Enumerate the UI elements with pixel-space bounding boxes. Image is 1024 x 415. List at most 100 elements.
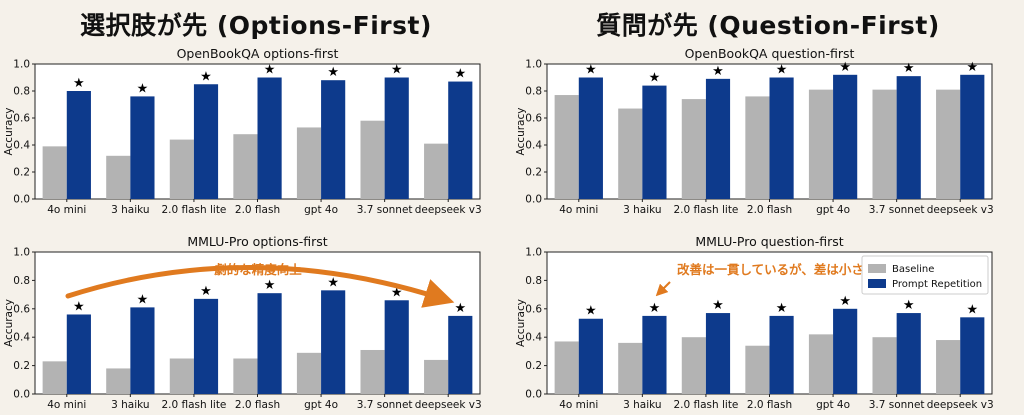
bar-baseline: [360, 120, 385, 199]
bar-baseline: [808, 334, 834, 394]
star-marker: ★: [966, 60, 978, 75]
annotation-text: 劇的な精度向上: [214, 262, 302, 277]
y-tick-label: 0.2: [13, 360, 30, 372]
bar-baseline: [169, 358, 194, 394]
y-tick-label: 0.8: [13, 86, 30, 98]
star-marker: ★: [903, 61, 915, 76]
star-marker: ★: [327, 275, 339, 290]
bar-baseline: [936, 340, 961, 394]
bar-prompt-repetition: [130, 307, 155, 394]
star-marker: ★: [264, 278, 276, 293]
x-tick-label: 2.0 flash lite: [161, 399, 226, 411]
star-marker: ★: [200, 69, 212, 84]
star-marker: ★: [712, 64, 724, 79]
y-tick-label: 0.4: [525, 140, 542, 152]
bar-baseline: [42, 361, 67, 394]
star-marker: ★: [73, 299, 85, 314]
bar-baseline: [618, 342, 643, 394]
bar-prompt-repetition: [321, 290, 346, 394]
star-marker: ★: [391, 285, 403, 300]
y-tick-label: 0.4: [13, 332, 30, 344]
legend-label: Baseline: [892, 264, 934, 275]
x-tick-label: 3 haiku: [111, 204, 149, 216]
star-marker: ★: [649, 301, 661, 316]
chart-title: OpenBookQA question-first: [685, 46, 855, 61]
y-tick-label: 0.2: [13, 167, 30, 179]
chart-title: MMLU-Pro question-first: [695, 234, 843, 249]
star-marker: ★: [585, 304, 597, 319]
star-marker: ★: [839, 294, 851, 309]
y-tick-label: 0.0: [525, 389, 542, 401]
star-marker: ★: [585, 63, 597, 78]
y-tick-label: 0.8: [525, 86, 542, 98]
x-tick-label: gpt 4o: [816, 204, 850, 216]
star-marker: ★: [776, 301, 788, 316]
x-tick-label: 2.0 flash: [747, 204, 792, 216]
bar-baseline: [424, 359, 449, 394]
y-tick-label: 0.0: [13, 389, 30, 401]
y-tick-label: 0.4: [525, 332, 542, 344]
star-marker: ★: [391, 63, 403, 78]
chart-openbookqa-options-first: OpenBookQA options-first 0.0 0.2 0.4 0.6 0.8 1…: [3, 46, 482, 216]
bar-baseline: [681, 337, 706, 394]
bar-prompt-repetition: [896, 76, 921, 199]
x-tick-label: 2.0 flash: [235, 204, 280, 216]
bar-baseline: [360, 349, 385, 394]
legend-swatch: [868, 264, 886, 273]
bar-prompt-repetition: [896, 313, 921, 394]
x-tick-label: 2.0 flash: [747, 399, 792, 411]
bar-baseline: [681, 99, 706, 199]
bar-prompt-repetition: [833, 308, 858, 394]
star-marker: ★: [712, 298, 724, 313]
bar-prompt-repetition: [130, 96, 155, 199]
bar-baseline: [296, 352, 322, 394]
y-tick-label: 0.2: [525, 360, 542, 372]
star-marker: ★: [839, 60, 851, 75]
star-marker: ★: [454, 301, 466, 316]
bar-baseline: [106, 368, 131, 394]
bar-baseline: [872, 337, 897, 394]
x-tick-label: deepseek v3: [927, 204, 994, 216]
bar-baseline: [169, 139, 194, 199]
x-tick-label: 3 haiku: [111, 399, 149, 411]
bar-prompt-repetition: [384, 77, 409, 199]
chart-openbookqa-question-first: OpenBookQA question-first 0.0 0.2 0.4 0.6 0.8…: [515, 46, 994, 216]
y-tick-label: 0.0: [525, 194, 542, 206]
x-tick-label: 4o mini: [559, 204, 598, 216]
chart-mmlu-pro-options-first: MMLU-Pro options-first 0.0 0.2 0.4 0.6 0.8 1.0…: [3, 234, 482, 411]
trend-arrow: [65, 265, 455, 308]
y-tick-label: 0.6: [13, 303, 30, 315]
bar-baseline: [808, 89, 834, 199]
y-axis-label: Accuracy: [515, 299, 527, 347]
bar-baseline: [233, 358, 258, 394]
chart-title: MMLU-Pro options-first: [187, 234, 327, 249]
bar-baseline: [424, 143, 449, 199]
x-tick-label: deepseek v3: [927, 399, 994, 411]
star-marker: ★: [454, 67, 466, 82]
x-tick-label: deepseek v3: [415, 204, 482, 216]
chart-mmlu-pro-question-first: MMLU-Pro question-first 0.0 0.2 0.4 0.6 0.8 1.…: [515, 234, 994, 411]
bar-baseline: [936, 89, 961, 199]
bar-prompt-repetition: [833, 74, 858, 199]
star-marker: ★: [649, 71, 661, 86]
bar-prompt-repetition: [66, 91, 91, 199]
bar-prompt-repetition: [578, 77, 603, 199]
bar-baseline: [296, 127, 322, 199]
x-tick-label: 3 haiku: [623, 204, 661, 216]
legend-box: [861, 255, 989, 295]
y-tick-label: 0.8: [525, 275, 542, 287]
bar-prompt-repetition: [960, 317, 985, 394]
y-axis-label: Accuracy: [3, 299, 15, 347]
bar-baseline: [872, 89, 897, 199]
bar-prompt-repetition: [705, 78, 731, 199]
x-tick-label: deepseek v3: [415, 399, 482, 411]
x-tick-label: 2.0 flash lite: [161, 204, 226, 216]
bar-prompt-repetition: [642, 315, 667, 394]
bar-prompt-repetition: [193, 298, 219, 394]
x-tick-label: gpt 4o: [304, 399, 338, 411]
bar-baseline: [554, 95, 579, 199]
y-tick-label: 1.0: [13, 247, 30, 259]
chart-title: OpenBookQA options-first: [177, 46, 339, 61]
star-marker: ★: [137, 292, 149, 307]
x-tick-label: 3.7 sonnet: [357, 204, 413, 216]
